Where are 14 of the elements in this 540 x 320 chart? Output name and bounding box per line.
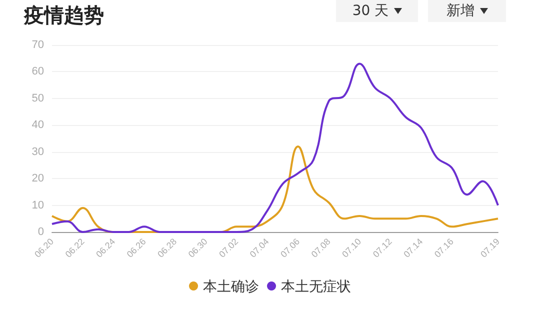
- chart-title: 疫情趋势: [24, 2, 104, 29]
- legend-label: 本土确诊: [203, 278, 259, 294]
- y-tick-label: 30: [32, 146, 44, 158]
- y-tick-label: 20: [32, 172, 44, 185]
- legend-label: 本土无症状: [281, 278, 351, 294]
- y-tick-label: 10: [32, 199, 44, 212]
- text: 新增: [446, 2, 474, 20]
- line-series: [51, 62, 499, 233]
- y-tick-label: 40: [32, 119, 44, 132]
- y-tick-label: 60: [32, 66, 44, 78]
- y-tick-label: 0: [38, 226, 44, 238]
- y-tick-label: 70: [32, 39, 44, 51]
- text: 30 天: [352, 2, 389, 20]
- y-tick-label: 50: [32, 92, 44, 104]
